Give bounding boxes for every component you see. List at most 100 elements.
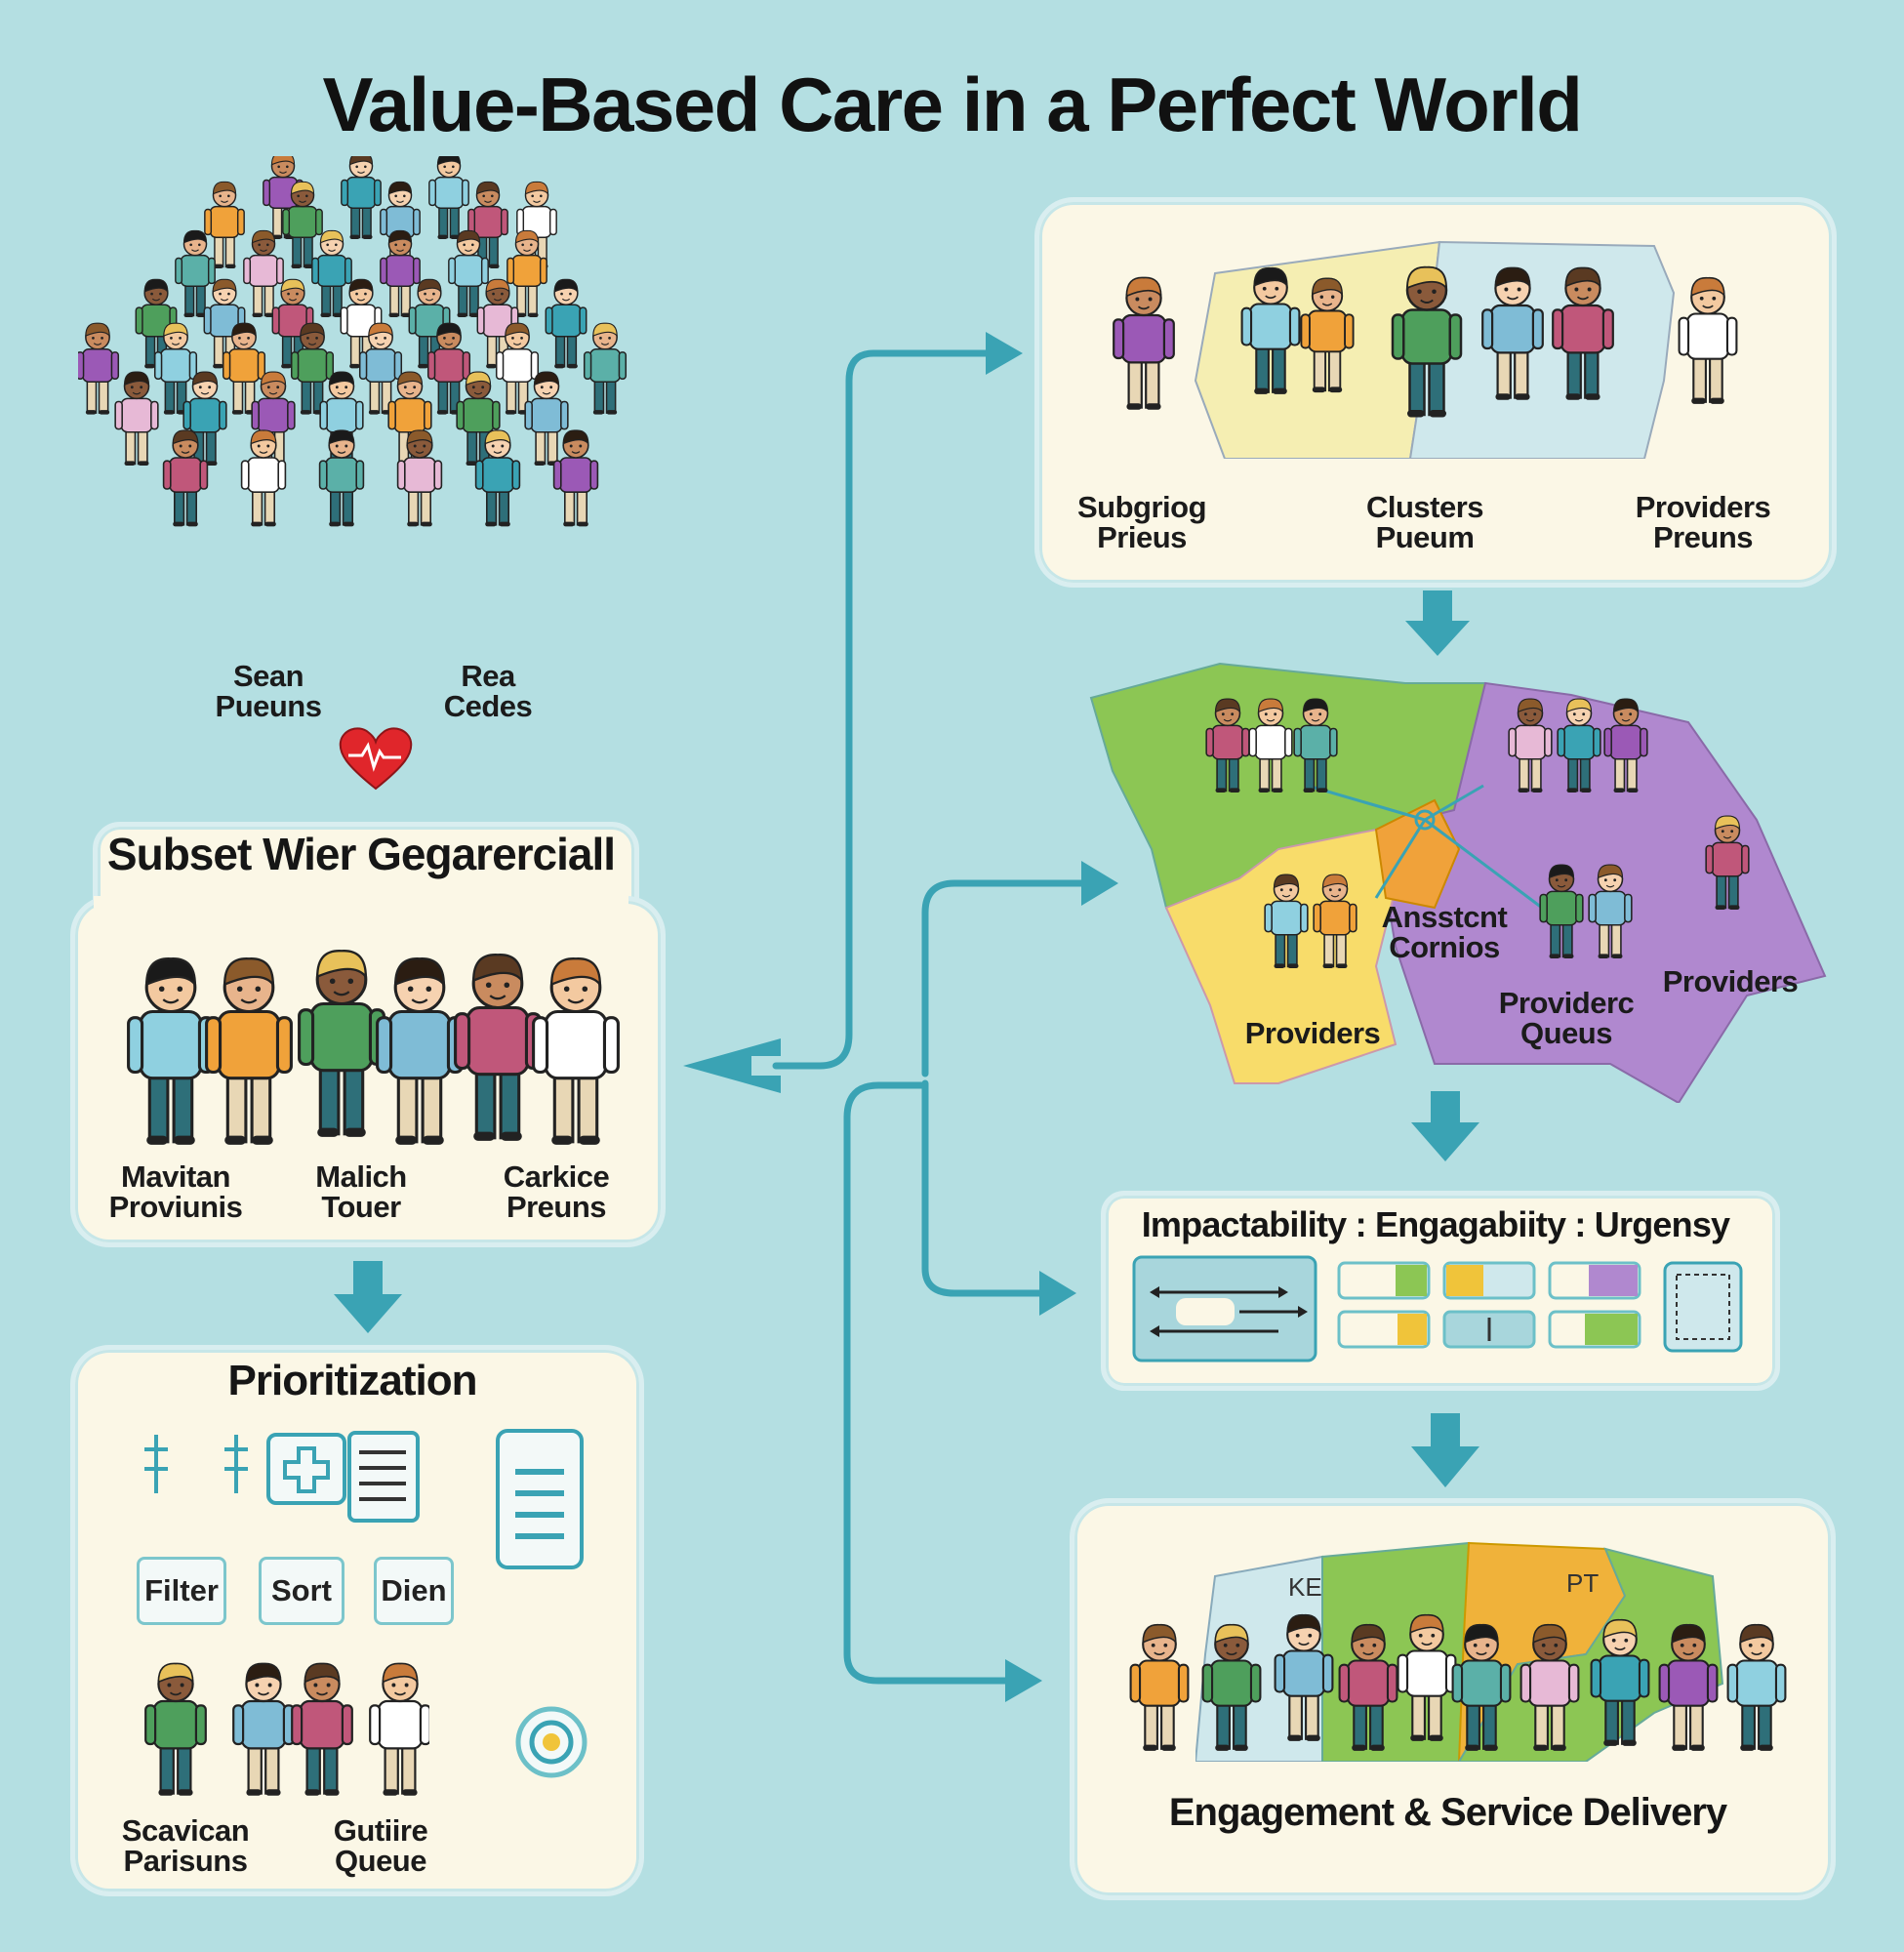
- arrowhead-clusters: [986, 332, 1023, 375]
- cluster-person: [1240, 266, 1301, 394]
- map-label-provider-queues-line2: Queus: [1520, 1016, 1612, 1050]
- cluster-people-group: [1113, 265, 1738, 418]
- population-label-right-line2: Cedes: [443, 689, 533, 723]
- crowd-person: [495, 322, 540, 415]
- list-icon: [496, 1429, 584, 1569]
- provider-person: [1205, 698, 1250, 793]
- score-grid-icon: [1663, 1261, 1743, 1353]
- population-label-right-line1: Rea: [461, 659, 515, 693]
- crowd-person: [506, 229, 547, 317]
- population-label-left-line1: Sean: [232, 659, 304, 693]
- queue-person: [369, 1662, 429, 1796]
- prioritization-icons: [144, 1429, 584, 1569]
- subset-person: [454, 954, 542, 1141]
- map-label-assistant: Ansstcnt Cornios: [1371, 902, 1518, 962]
- connector-to-map: [921, 879, 1085, 1078]
- crowd-person: [162, 429, 209, 527]
- prioritization-label-1-line1: Scavican: [121, 1813, 250, 1848]
- subset-label-3-line1: Carkice: [503, 1159, 610, 1194]
- subset-people-group: [127, 950, 620, 1145]
- crowd-person: [318, 429, 365, 527]
- document-icon: [347, 1431, 420, 1523]
- arrowhead-subset: [683, 1038, 781, 1093]
- crowd-person: [182, 371, 227, 467]
- crowd-person: [135, 278, 178, 369]
- prioritization-label-1: Scavican Parisuns: [117, 1815, 254, 1876]
- prioritization-label-2-line1: Gutiire: [333, 1813, 428, 1848]
- crowd-person: [448, 229, 489, 317]
- subset-label-3: Carkice Preuns: [488, 1161, 625, 1222]
- engaged-person: [1397, 1613, 1457, 1741]
- clusters-label-1: Subgriog Prieus: [1074, 492, 1210, 552]
- provider-person: [1248, 698, 1293, 793]
- provider-person: [1705, 815, 1750, 911]
- cluster-person: [1678, 276, 1738, 404]
- slider-icon-2: [224, 1435, 248, 1493]
- provider-person: [1508, 698, 1553, 793]
- engaged-person: [1658, 1623, 1719, 1751]
- clusters-label-1-line1: Subgriog: [1076, 490, 1207, 524]
- crowd-person: [358, 322, 403, 415]
- down-arrow-2: [1411, 1091, 1479, 1161]
- cluster-person: [1113, 276, 1175, 410]
- crowd-person: [311, 229, 352, 317]
- prioritization-label-2-line2: Queue: [335, 1844, 426, 1878]
- subset-label-2-line2: Touer: [321, 1190, 401, 1224]
- crowd-person: [408, 278, 451, 369]
- provider-person: [1264, 874, 1309, 969]
- region-label-ke: KE: [1288, 1572, 1322, 1602]
- heart-pulse-icon: [339, 727, 413, 791]
- subset-person: [205, 957, 293, 1145]
- map-people-group: [1205, 698, 1750, 969]
- arrowhead-scoring: [1039, 1271, 1076, 1316]
- page-title: Value-Based Care in a Perfect World: [322, 61, 1583, 147]
- crowd-person: [552, 429, 599, 527]
- crowd-person: [271, 278, 314, 369]
- crowd-person: [114, 371, 159, 467]
- connector-clusters-to-subset: [772, 349, 990, 1070]
- engagement-people-group: [1129, 1613, 1787, 1751]
- engaged-person: [1590, 1618, 1650, 1746]
- medical-cross-icon: [266, 1433, 346, 1505]
- crowd-person: [290, 322, 335, 415]
- crowd-person: [282, 181, 323, 268]
- map-label-provider-queues-line1: Providerc: [1498, 986, 1635, 1020]
- crowd-person: [341, 156, 382, 239]
- prioritization-header: Prioritization: [227, 1357, 478, 1404]
- subset-header: Subset Wier Gegarerciall: [106, 829, 616, 879]
- subset-person: [532, 957, 620, 1145]
- clusters-label-2-line1: Clusters: [1365, 490, 1484, 524]
- map-label-assistant-line1: Ansstcnt: [1381, 900, 1508, 934]
- scoring-header: Impactability : Engagabiity : Urgensy: [1141, 1204, 1730, 1244]
- provider-person: [1603, 698, 1648, 793]
- prioritization-label-2: Gutiire Queue: [312, 1815, 449, 1876]
- filter-button[interactable]: Filter: [137, 1557, 226, 1625]
- subset-person: [376, 957, 464, 1145]
- map-label-providers-left: Providers: [1244, 1016, 1381, 1050]
- cluster-person: [1391, 265, 1463, 418]
- crowd-person: [474, 429, 521, 527]
- connector-to-engagement: [843, 1081, 1009, 1685]
- subset-label-2: Malich Touer: [293, 1161, 429, 1222]
- region-label-pt: PT: [1566, 1568, 1599, 1598]
- prioritization-people: [144, 1662, 429, 1796]
- subset-person: [127, 957, 215, 1145]
- crowd-person: [204, 181, 245, 268]
- slider-icon-1: [144, 1435, 168, 1493]
- crowd-person: [524, 371, 569, 467]
- population-label-right: Rea Cedes: [429, 661, 547, 721]
- subset-label-1-line2: Proviunis: [108, 1190, 243, 1224]
- target-icon: [515, 1706, 587, 1778]
- engaged-person: [1129, 1623, 1190, 1751]
- queue-person: [144, 1662, 207, 1796]
- crowd-person: [583, 322, 628, 415]
- down-arrow-3: [1411, 1413, 1479, 1487]
- crowd-person: [240, 429, 287, 527]
- provider-person: [1313, 874, 1357, 969]
- sort-button[interactable]: Sort: [259, 1557, 344, 1625]
- population-label-left-line2: Pueuns: [215, 689, 322, 723]
- arrowhead-engagement: [1005, 1659, 1042, 1702]
- prioritization-label-1-line2: Parisuns: [123, 1844, 248, 1878]
- crowd-person: [175, 229, 216, 317]
- dien-button[interactable]: Dien: [374, 1557, 454, 1625]
